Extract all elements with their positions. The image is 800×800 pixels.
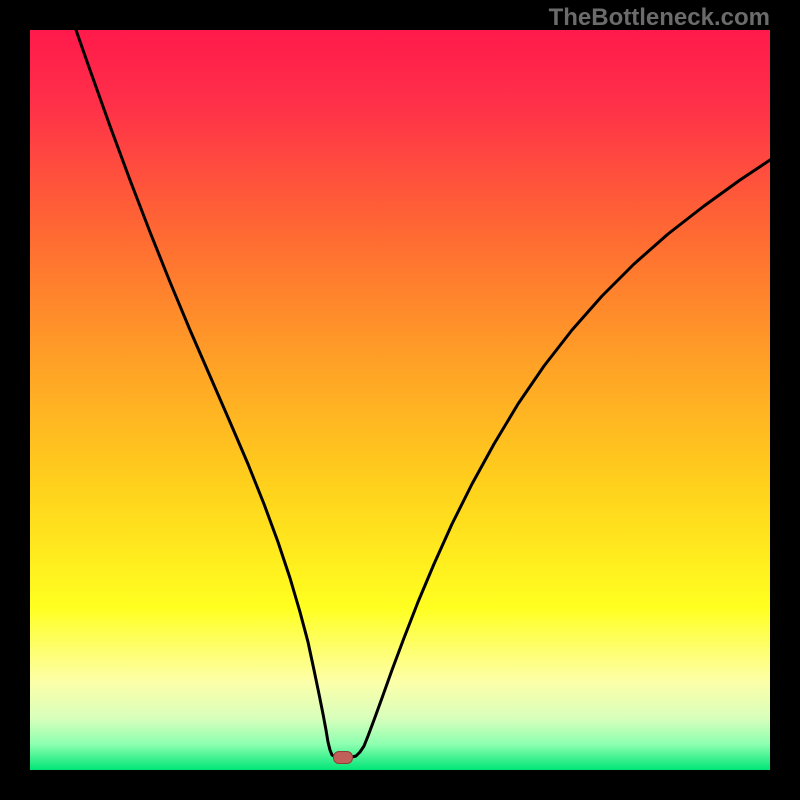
optimum-marker [333,751,353,764]
chart-frame: TheBottleneck.com [0,0,800,800]
plot-area [30,30,770,770]
bottleneck-curve [30,30,770,770]
curve-path [76,30,770,758]
watermark-text: TheBottleneck.com [549,4,770,32]
